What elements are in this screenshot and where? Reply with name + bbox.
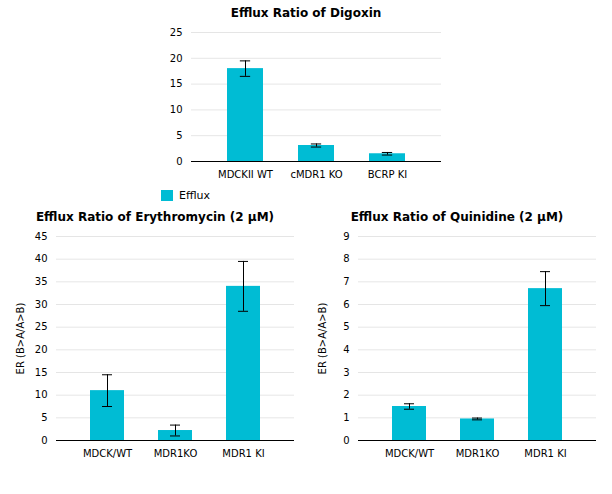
svg-text:15: 15 (35, 367, 48, 378)
svg-text:15: 15 (170, 78, 183, 89)
svg-text:25: 25 (170, 27, 183, 38)
svg-text:ER (B>A/A>B): ER (B>A/A>B) (15, 303, 26, 375)
html-text:Efflux: Efflux (179, 189, 211, 202)
svg-text:20: 20 (170, 53, 183, 64)
html-text:Efflux Ratio of Digoxin: Efflux Ratio of Digoxin (230, 6, 382, 20)
html-text:Efflux Ratio of Erythromycin (: Efflux Ratio of Erythromycin (2 μM) (35, 210, 275, 224)
svg-text:cMDR1 KO: cMDR1 KO (290, 169, 342, 180)
svg-text:2: 2 (343, 389, 349, 400)
html-text:Efflux Ratio of Quinidine (2 μ: Efflux Ratio of Quinidine (2 μM) (350, 210, 564, 224)
svg-text:4: 4 (343, 344, 349, 355)
svg-text:25: 25 (35, 321, 48, 332)
svg-text:10: 10 (35, 389, 48, 400)
svg-text:6: 6 (343, 299, 349, 310)
svg-text:MDCK/WT: MDCK/WT (385, 448, 435, 459)
svg-text:8: 8 (343, 253, 349, 264)
svg-text:BCRP KI: BCRP KI (368, 169, 407, 180)
svg-text:MDR1KO: MDR1KO (154, 448, 198, 459)
svg-text:1: 1 (343, 412, 349, 423)
svg-text:20: 20 (35, 344, 48, 355)
svg-text:5: 5 (176, 130, 182, 141)
svg-text:0: 0 (41, 435, 47, 446)
svg-text:0: 0 (176, 156, 182, 167)
svg-text:5: 5 (41, 412, 47, 423)
svg-text:5: 5 (343, 321, 349, 332)
svg-text:MDR1 KI: MDR1 KI (524, 448, 566, 459)
svg-text:MDR1 KI: MDR1 KI (222, 448, 264, 459)
svg-text:MDCKII WT: MDCKII WT (218, 169, 274, 180)
svg-text:9: 9 (343, 231, 349, 242)
svg-text:40: 40 (35, 253, 48, 264)
svg-text:MDCK/WT: MDCK/WT (83, 448, 133, 459)
svg-text:10: 10 (170, 104, 183, 115)
svg-text:35: 35 (35, 276, 48, 287)
svg-text:30: 30 (35, 299, 48, 310)
svg-text:ER (B>A/A>B): ER (B>A/A>B) (317, 303, 328, 375)
svg-text:45: 45 (35, 231, 48, 242)
svg-text:3: 3 (343, 367, 349, 378)
svg-text:7: 7 (343, 276, 349, 287)
svg-text:0: 0 (343, 435, 349, 446)
svg-text:MDR1KO: MDR1KO (456, 448, 500, 459)
